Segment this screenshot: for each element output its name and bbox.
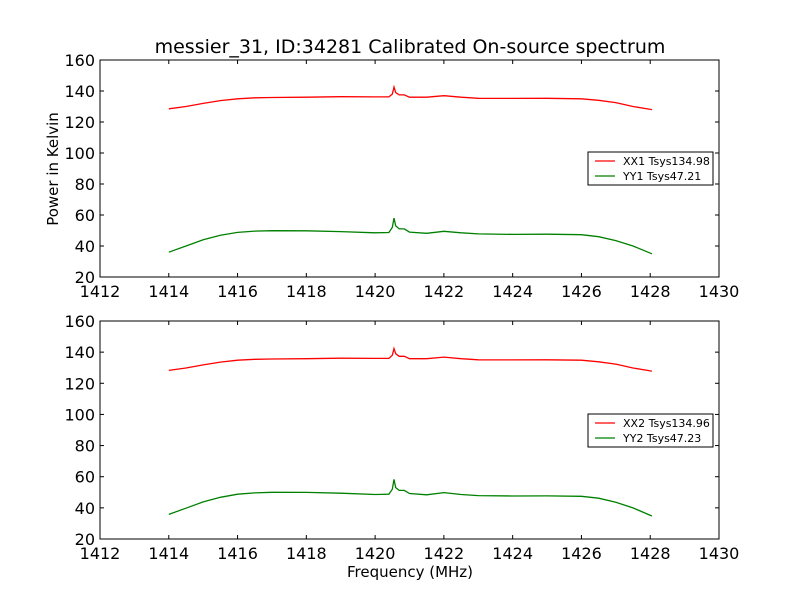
top-y-tick-label: 160 bbox=[64, 51, 95, 70]
top-x-tick-label: 1424 bbox=[492, 282, 533, 301]
bottom-y-tick-label: 140 bbox=[64, 343, 95, 362]
top-y-tick-label: 80 bbox=[75, 175, 95, 194]
top-legend-label-1: XX1 Tsys134.98 bbox=[623, 155, 710, 168]
bottom-y-tick-label: 100 bbox=[64, 405, 95, 424]
top-x-tick-label: 1414 bbox=[148, 282, 189, 301]
bottom-legend-label-1: XX2 Tsys134.96 bbox=[623, 417, 710, 430]
bottom-legend: XX2 Tsys134.96 YY2 Tsys47.23 bbox=[587, 413, 714, 448]
top-y-axis-label: Power in Kelvin bbox=[44, 112, 62, 226]
bottom-x-axis-label: Frequency (MHz) bbox=[347, 563, 473, 581]
bottom-y-tick-label: 80 bbox=[75, 437, 95, 456]
top-x-tick-label: 1428 bbox=[630, 282, 671, 301]
bottom-y-tick-label: 160 bbox=[64, 312, 95, 331]
top-y-tick-label: 100 bbox=[64, 144, 95, 163]
bottom-x-tick-label: 1430 bbox=[699, 544, 740, 563]
top-legend-box bbox=[587, 151, 714, 186]
bottom-subplot: Frequency (MHz) 1412 1414 1416 1418 1420 1422… bbox=[64, 312, 739, 581]
bottom-y-tick-label: 40 bbox=[75, 499, 95, 518]
top-x-tick-label: 1420 bbox=[355, 282, 396, 301]
top-x-tick-label: 1426 bbox=[561, 282, 602, 301]
top-x-tick-label: 1430 bbox=[699, 282, 740, 301]
top-x-tick-label: 1412 bbox=[80, 282, 121, 301]
bottom-x-tick-label: 1426 bbox=[561, 544, 602, 563]
top-y-tick-label: 20 bbox=[75, 268, 95, 287]
top-x-tick-label: 1418 bbox=[286, 282, 327, 301]
bottom-x-tick-label: 1428 bbox=[630, 544, 671, 563]
bottom-x-tick-label: 1412 bbox=[80, 544, 121, 563]
top-y-tick-label: 40 bbox=[75, 237, 95, 256]
top-x-tick-label: 1416 bbox=[217, 282, 258, 301]
bottom-y-tick-label: 20 bbox=[75, 530, 95, 549]
top-subplot: Power in Kelvin 1412 1414 1416 1418 1420 1422… bbox=[44, 51, 739, 301]
top-x-tick-label: 1422 bbox=[424, 282, 465, 301]
bottom-series-line-2 bbox=[168, 479, 653, 517]
top-series-line-2 bbox=[168, 217, 653, 255]
top-y-tick-label: 120 bbox=[64, 113, 95, 132]
bottom-x-tick-label: 1418 bbox=[286, 544, 327, 563]
bottom-x-tick-label: 1422 bbox=[424, 544, 465, 563]
bottom-legend-box bbox=[587, 413, 714, 448]
bottom-x-tick-label: 1416 bbox=[217, 544, 258, 563]
chart-title: messier_31, ID:34281 Calibrated On-sourc… bbox=[155, 36, 666, 58]
top-y-tick-label: 140 bbox=[64, 82, 95, 101]
top-y-tick-label: 60 bbox=[75, 206, 95, 225]
bottom-x-tick-label: 1420 bbox=[355, 544, 396, 563]
bottom-y-tick-label: 60 bbox=[75, 468, 95, 487]
top-legend-label-2: YY1 Tsys47.21 bbox=[622, 170, 701, 183]
top-axes-frame bbox=[99, 59, 720, 278]
bottom-legend-label-2: YY2 Tsys47.23 bbox=[622, 432, 701, 445]
bottom-series-line-1 bbox=[168, 346, 653, 372]
bottom-x-tick-label: 1424 bbox=[492, 544, 533, 563]
bottom-x-tick-label: 1414 bbox=[148, 544, 189, 563]
bottom-y-tick-label: 120 bbox=[64, 374, 95, 393]
top-legend: XX1 Tsys134.98 YY1 Tsys47.21 bbox=[587, 151, 714, 186]
bottom-axes-frame bbox=[99, 320, 720, 540]
top-series-line-1 bbox=[168, 84, 653, 111]
